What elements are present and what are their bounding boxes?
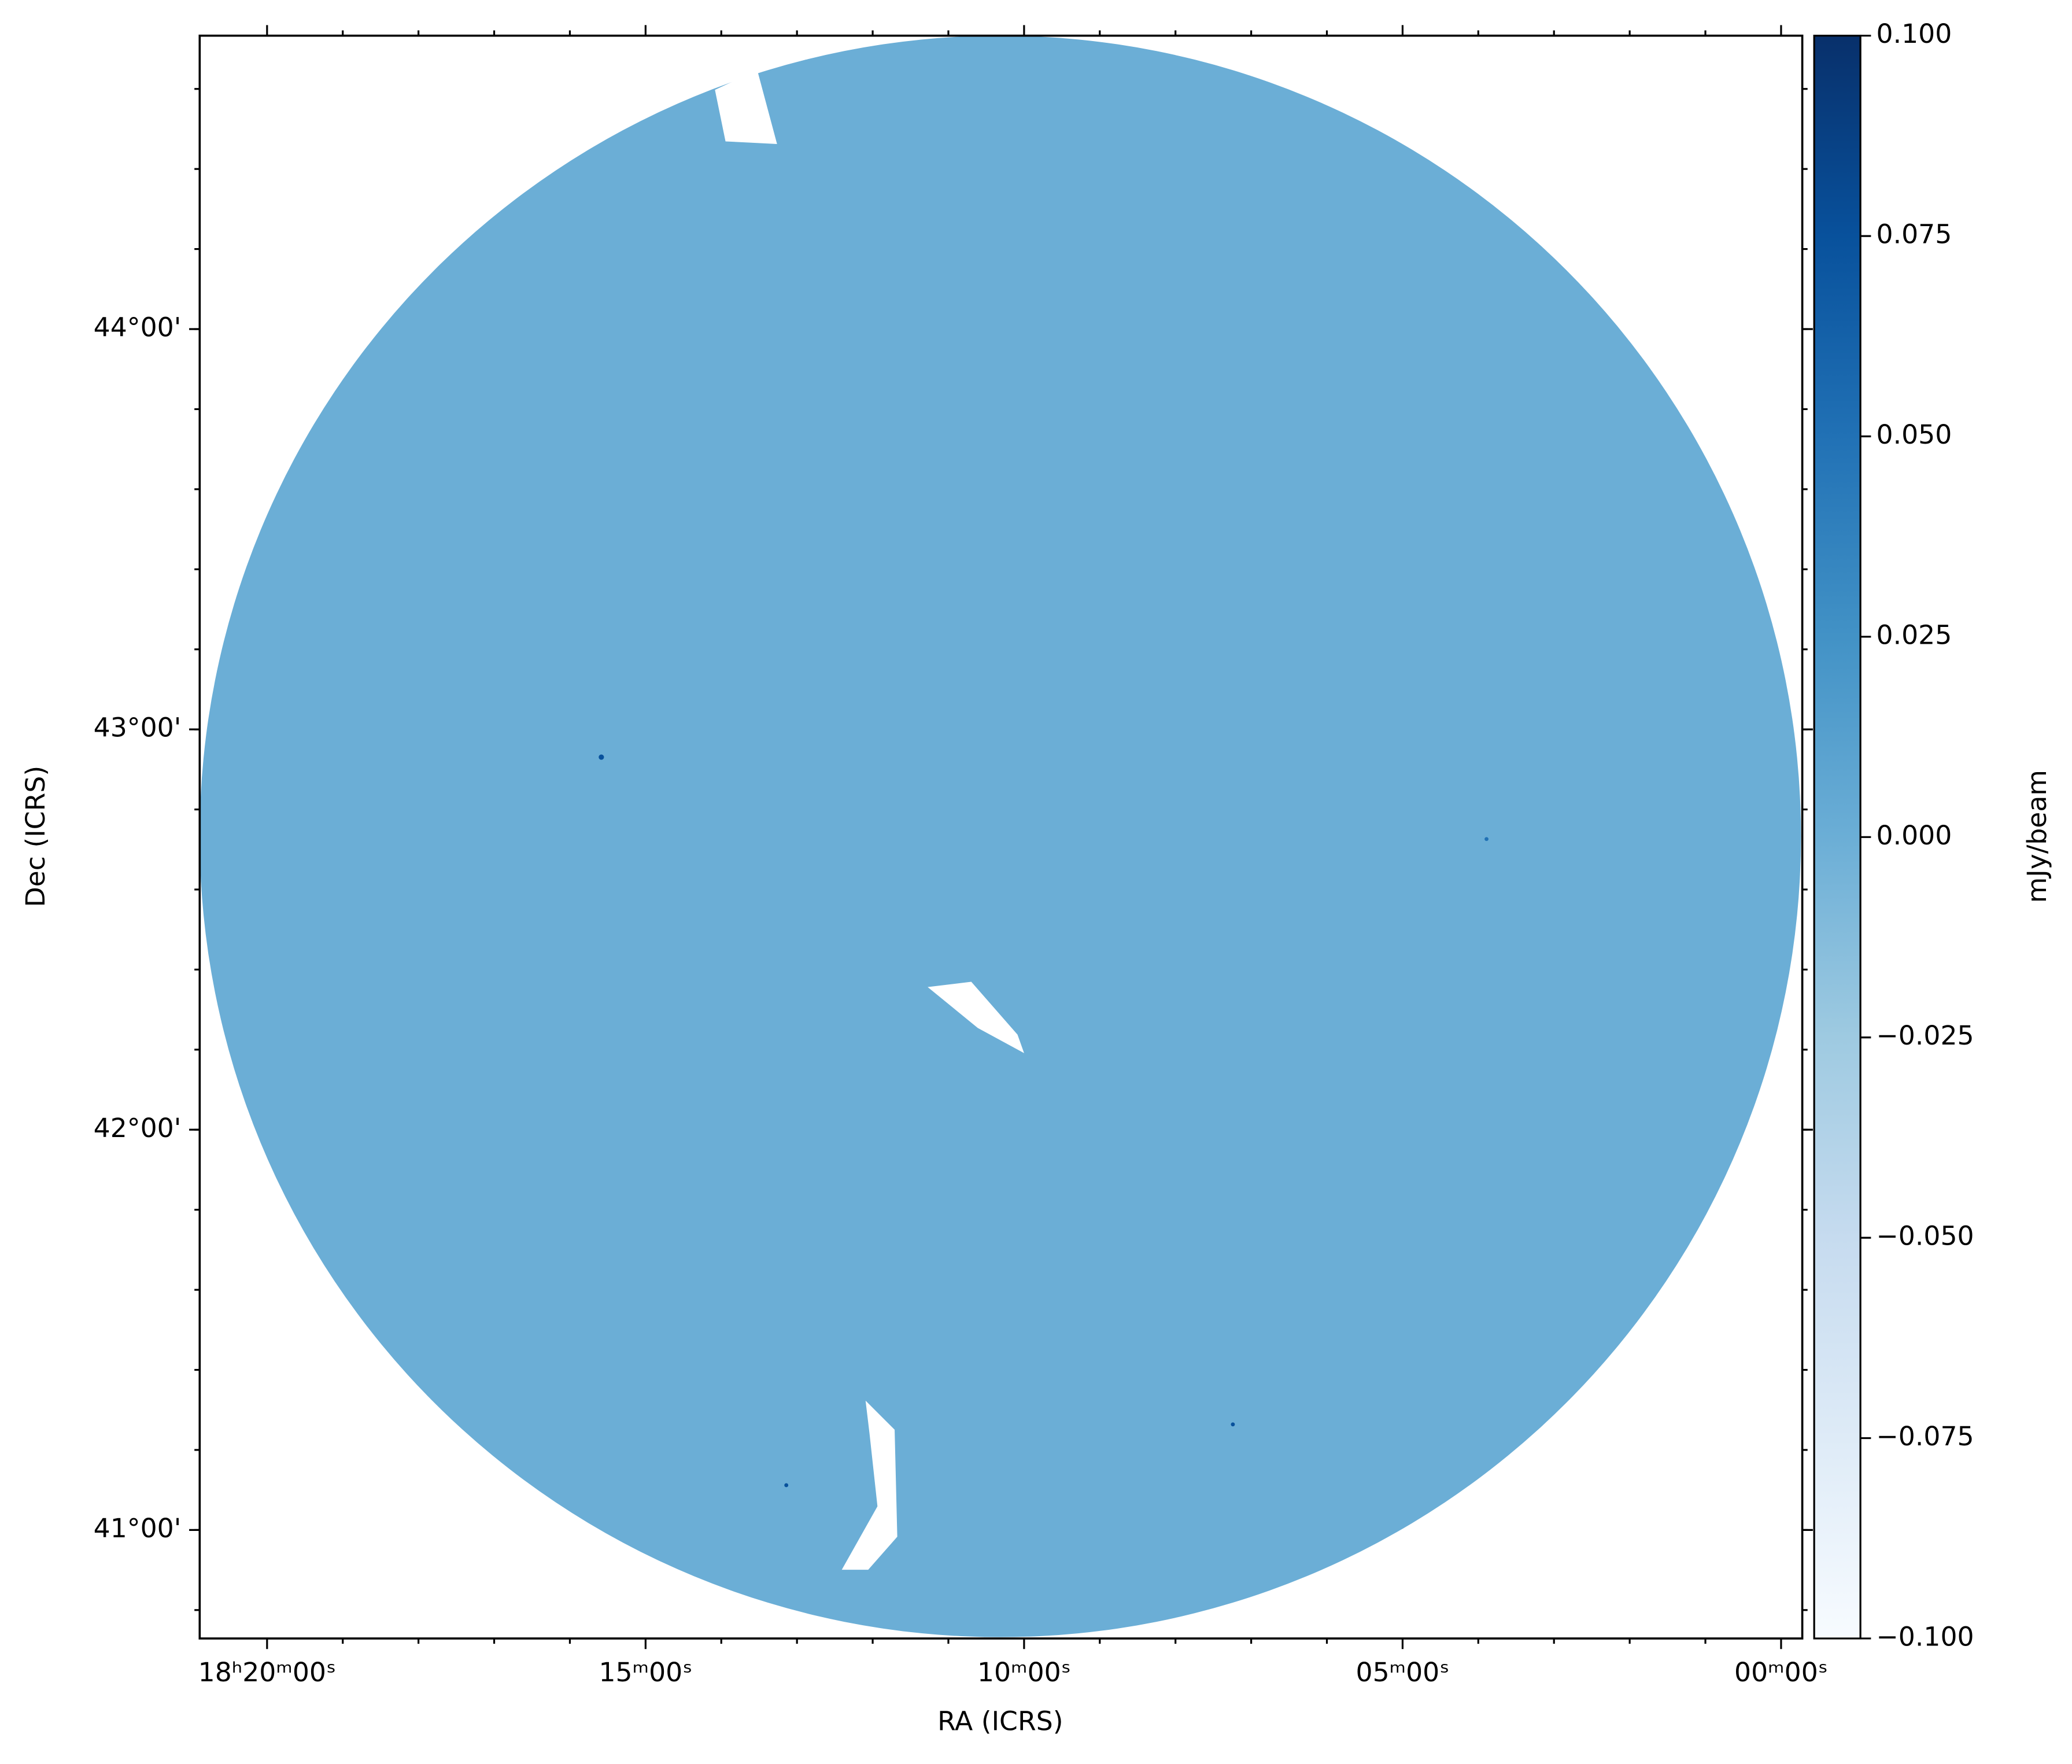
source [1484, 837, 1489, 842]
x-tick-label: 18ʰ20ᵐ00ˢ [198, 1657, 336, 1688]
colorbar-tick-label: −0.025 [1877, 1020, 1974, 1051]
x-tick-label: 00ᵐ00ˢ [1734, 1657, 1828, 1688]
colorbar-tick-label: −0.075 [1877, 1421, 1974, 1452]
colorbar-tick-label: 0.025 [1877, 619, 1952, 650]
image [200, 36, 1801, 1637]
x-axis-label: RA (ICRS) [937, 1706, 1063, 1737]
colorbar-tick-label: 0.000 [1877, 820, 1952, 851]
colorbar-tick-label: 0.050 [1877, 419, 1952, 450]
y-axis-label: Dec (ICRS) [20, 766, 51, 907]
colorbar-tick-label: −0.050 [1877, 1221, 1974, 1252]
y-tick-label: 44°00' [94, 312, 182, 343]
source [599, 754, 604, 760]
y-tick-label: 42°00' [94, 1113, 182, 1143]
sky-map [200, 36, 1801, 1637]
source [784, 1483, 789, 1488]
blank-region [928, 981, 1024, 1053]
blank-region [841, 1400, 898, 1570]
y-tick-label: 43°00' [94, 713, 182, 743]
colorbar-tick-label: −0.100 [1877, 1621, 1974, 1652]
x-tick-label: 15ᵐ00ˢ [599, 1657, 692, 1688]
x-tick-label: 05ᵐ00ˢ [1356, 1657, 1450, 1688]
source [1231, 1422, 1235, 1427]
colorbar-tick-label: 0.100 [1877, 19, 1952, 49]
y-tick-label: 41°00' [94, 1513, 182, 1544]
colorbar [1813, 35, 1862, 1640]
blank-region [715, 70, 777, 145]
x-tick-label: 10ᵐ00ˢ [977, 1657, 1071, 1688]
plot-frame [198, 34, 1804, 1640]
colorbar-label: mJy/beam [2022, 770, 2052, 903]
colorbar-tick-label: 0.075 [1877, 219, 1952, 250]
